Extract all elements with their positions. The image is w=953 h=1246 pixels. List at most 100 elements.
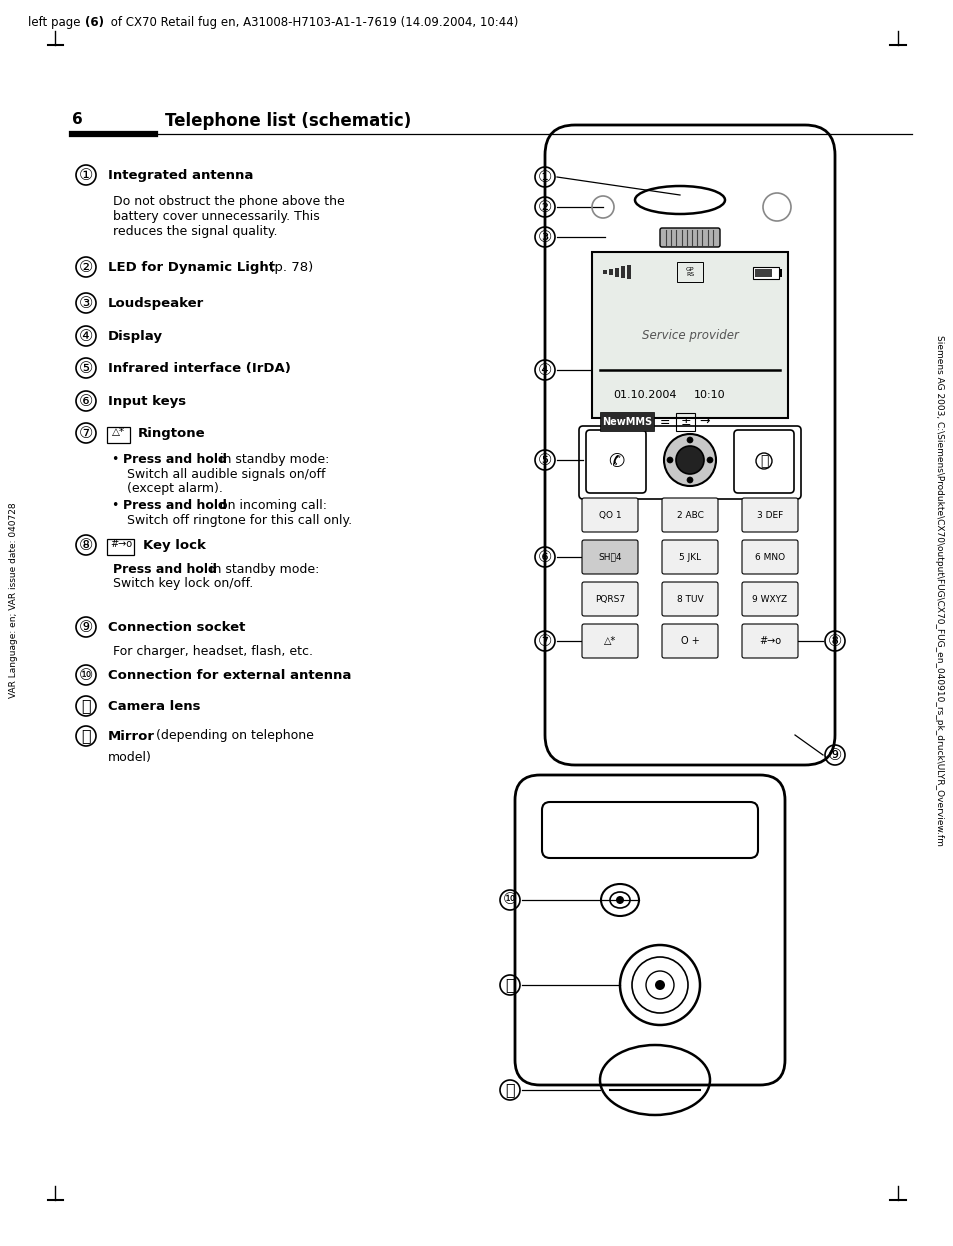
Text: GP
RS: GP RS: [685, 267, 694, 277]
Bar: [608, 269, 613, 275]
Text: ②: ②: [537, 199, 552, 214]
Text: ⑩: ⑩: [502, 892, 517, 907]
Text: on incoming call:: on incoming call:: [215, 498, 327, 512]
Text: △*: △*: [112, 427, 126, 437]
Text: NewMMS: NewMMS: [601, 416, 652, 426]
Text: ⑥: ⑥: [537, 549, 552, 564]
Text: ⑦: ⑦: [79, 425, 93, 441]
Text: QO 1: QO 1: [598, 511, 620, 520]
FancyBboxPatch shape: [741, 540, 797, 574]
Text: (6): (6): [85, 16, 104, 29]
Text: ✆: ✆: [607, 451, 623, 471]
FancyBboxPatch shape: [741, 624, 797, 658]
Text: 01.10.2004: 01.10.2004: [613, 390, 676, 400]
Text: Switch key lock on/off.: Switch key lock on/off.: [112, 577, 253, 591]
Text: Display: Display: [108, 329, 163, 343]
Text: △*: △*: [603, 635, 616, 645]
Text: 5 JKL: 5 JKL: [679, 552, 700, 562]
Text: left page: left page: [28, 16, 84, 29]
FancyBboxPatch shape: [661, 582, 718, 616]
Text: Input keys: Input keys: [108, 395, 186, 407]
FancyBboxPatch shape: [741, 582, 797, 616]
Text: Ringtone: Ringtone: [138, 426, 206, 440]
Text: 9 WXYZ: 9 WXYZ: [752, 594, 787, 603]
Text: ⑫: ⑫: [81, 729, 91, 744]
Text: Press and hold: Press and hold: [123, 498, 227, 512]
Text: 10:10: 10:10: [694, 390, 725, 400]
Text: ⑪: ⑪: [81, 699, 91, 714]
FancyBboxPatch shape: [741, 498, 797, 532]
Text: →: →: [699, 415, 709, 427]
Text: ⑥: ⑥: [79, 394, 93, 409]
Text: (except alarm).: (except alarm).: [127, 482, 223, 495]
Text: #→o: #→o: [759, 635, 781, 645]
FancyBboxPatch shape: [581, 540, 638, 574]
Text: SH⁲4: SH⁲4: [598, 552, 621, 562]
Text: ⑨: ⑨: [827, 748, 841, 763]
Text: in standby mode:: in standby mode:: [206, 563, 319, 576]
Text: of CX70 Retail fug en, A31008-H7103-A1-1-7619 (14.09.2004, 10:44): of CX70 Retail fug en, A31008-H7103-A1-1…: [107, 16, 517, 29]
Text: Integrated antenna: Integrated antenna: [108, 168, 253, 182]
Text: (depending on telephone: (depending on telephone: [152, 729, 314, 743]
Text: Mirror: Mirror: [108, 729, 154, 743]
Text: •: •: [111, 454, 118, 466]
Circle shape: [655, 981, 664, 991]
Bar: [620, 267, 624, 278]
Bar: [615, 268, 618, 277]
FancyBboxPatch shape: [581, 624, 638, 658]
FancyBboxPatch shape: [599, 412, 654, 431]
Text: ⑩: ⑩: [79, 668, 93, 683]
Text: ⑦: ⑦: [537, 633, 552, 648]
Text: PQRS7: PQRS7: [595, 594, 624, 603]
Text: ⌛: ⌛: [759, 454, 767, 468]
Text: Switch all audible signals on/off: Switch all audible signals on/off: [127, 468, 325, 481]
Circle shape: [663, 434, 716, 486]
Text: Switch off ringtone for this call only.: Switch off ringtone for this call only.: [127, 515, 352, 527]
Text: 6 MNO: 6 MNO: [754, 552, 784, 562]
Text: ①: ①: [537, 169, 552, 184]
Text: Siemens AG 2003, C:\Siemens\Produkte\CX70\output\FUG\CX70_FUG_en_040910_rs_pk_dr: Siemens AG 2003, C:\Siemens\Produkte\CX7…: [935, 335, 943, 846]
Text: 2 ABC: 2 ABC: [676, 511, 702, 520]
Text: Connection socket: Connection socket: [108, 621, 245, 633]
FancyBboxPatch shape: [581, 582, 638, 616]
Text: Press and hold: Press and hold: [112, 563, 216, 576]
Circle shape: [706, 457, 712, 464]
Text: Loudspeaker: Loudspeaker: [108, 297, 204, 309]
Circle shape: [616, 896, 623, 905]
Text: ⑤: ⑤: [537, 452, 552, 467]
Bar: [752, 267, 779, 279]
Text: LED for Dynamic Light: LED for Dynamic Light: [108, 260, 274, 274]
Text: O +: O +: [679, 635, 699, 645]
Text: ⑤: ⑤: [79, 360, 93, 375]
Text: #→o: #→o: [110, 540, 132, 549]
Text: ⑧: ⑧: [827, 633, 841, 648]
Circle shape: [686, 477, 692, 483]
Text: For charger, headset, flash, etc.: For charger, headset, flash, etc.: [112, 645, 313, 658]
Text: battery cover unnecessarily. This: battery cover unnecessarily. This: [112, 211, 319, 223]
Text: 8 TUV: 8 TUV: [676, 594, 702, 603]
Text: Press and hold: Press and hold: [123, 454, 227, 466]
Text: ±: ±: [680, 415, 691, 427]
Text: model): model): [108, 751, 152, 764]
FancyBboxPatch shape: [592, 252, 787, 417]
Text: Key lock: Key lock: [143, 538, 206, 552]
Text: 3 DEF: 3 DEF: [756, 511, 782, 520]
FancyBboxPatch shape: [661, 540, 718, 574]
Bar: [779, 269, 781, 277]
Circle shape: [666, 457, 672, 464]
Text: ⑪: ⑪: [505, 978, 515, 993]
Text: ④: ④: [537, 363, 552, 378]
FancyBboxPatch shape: [661, 624, 718, 658]
Bar: [626, 265, 630, 279]
Text: ①: ①: [79, 167, 93, 182]
Text: Camera lens: Camera lens: [108, 699, 200, 713]
Text: ③: ③: [537, 229, 552, 244]
Bar: [754, 269, 771, 277]
FancyBboxPatch shape: [581, 498, 638, 532]
Text: (p. 78): (p. 78): [265, 260, 313, 274]
Text: ③: ③: [79, 295, 93, 310]
Text: ④: ④: [79, 329, 93, 344]
Text: ⑨: ⑨: [79, 619, 93, 634]
Circle shape: [676, 446, 703, 473]
Text: ⑧: ⑧: [79, 537, 93, 552]
